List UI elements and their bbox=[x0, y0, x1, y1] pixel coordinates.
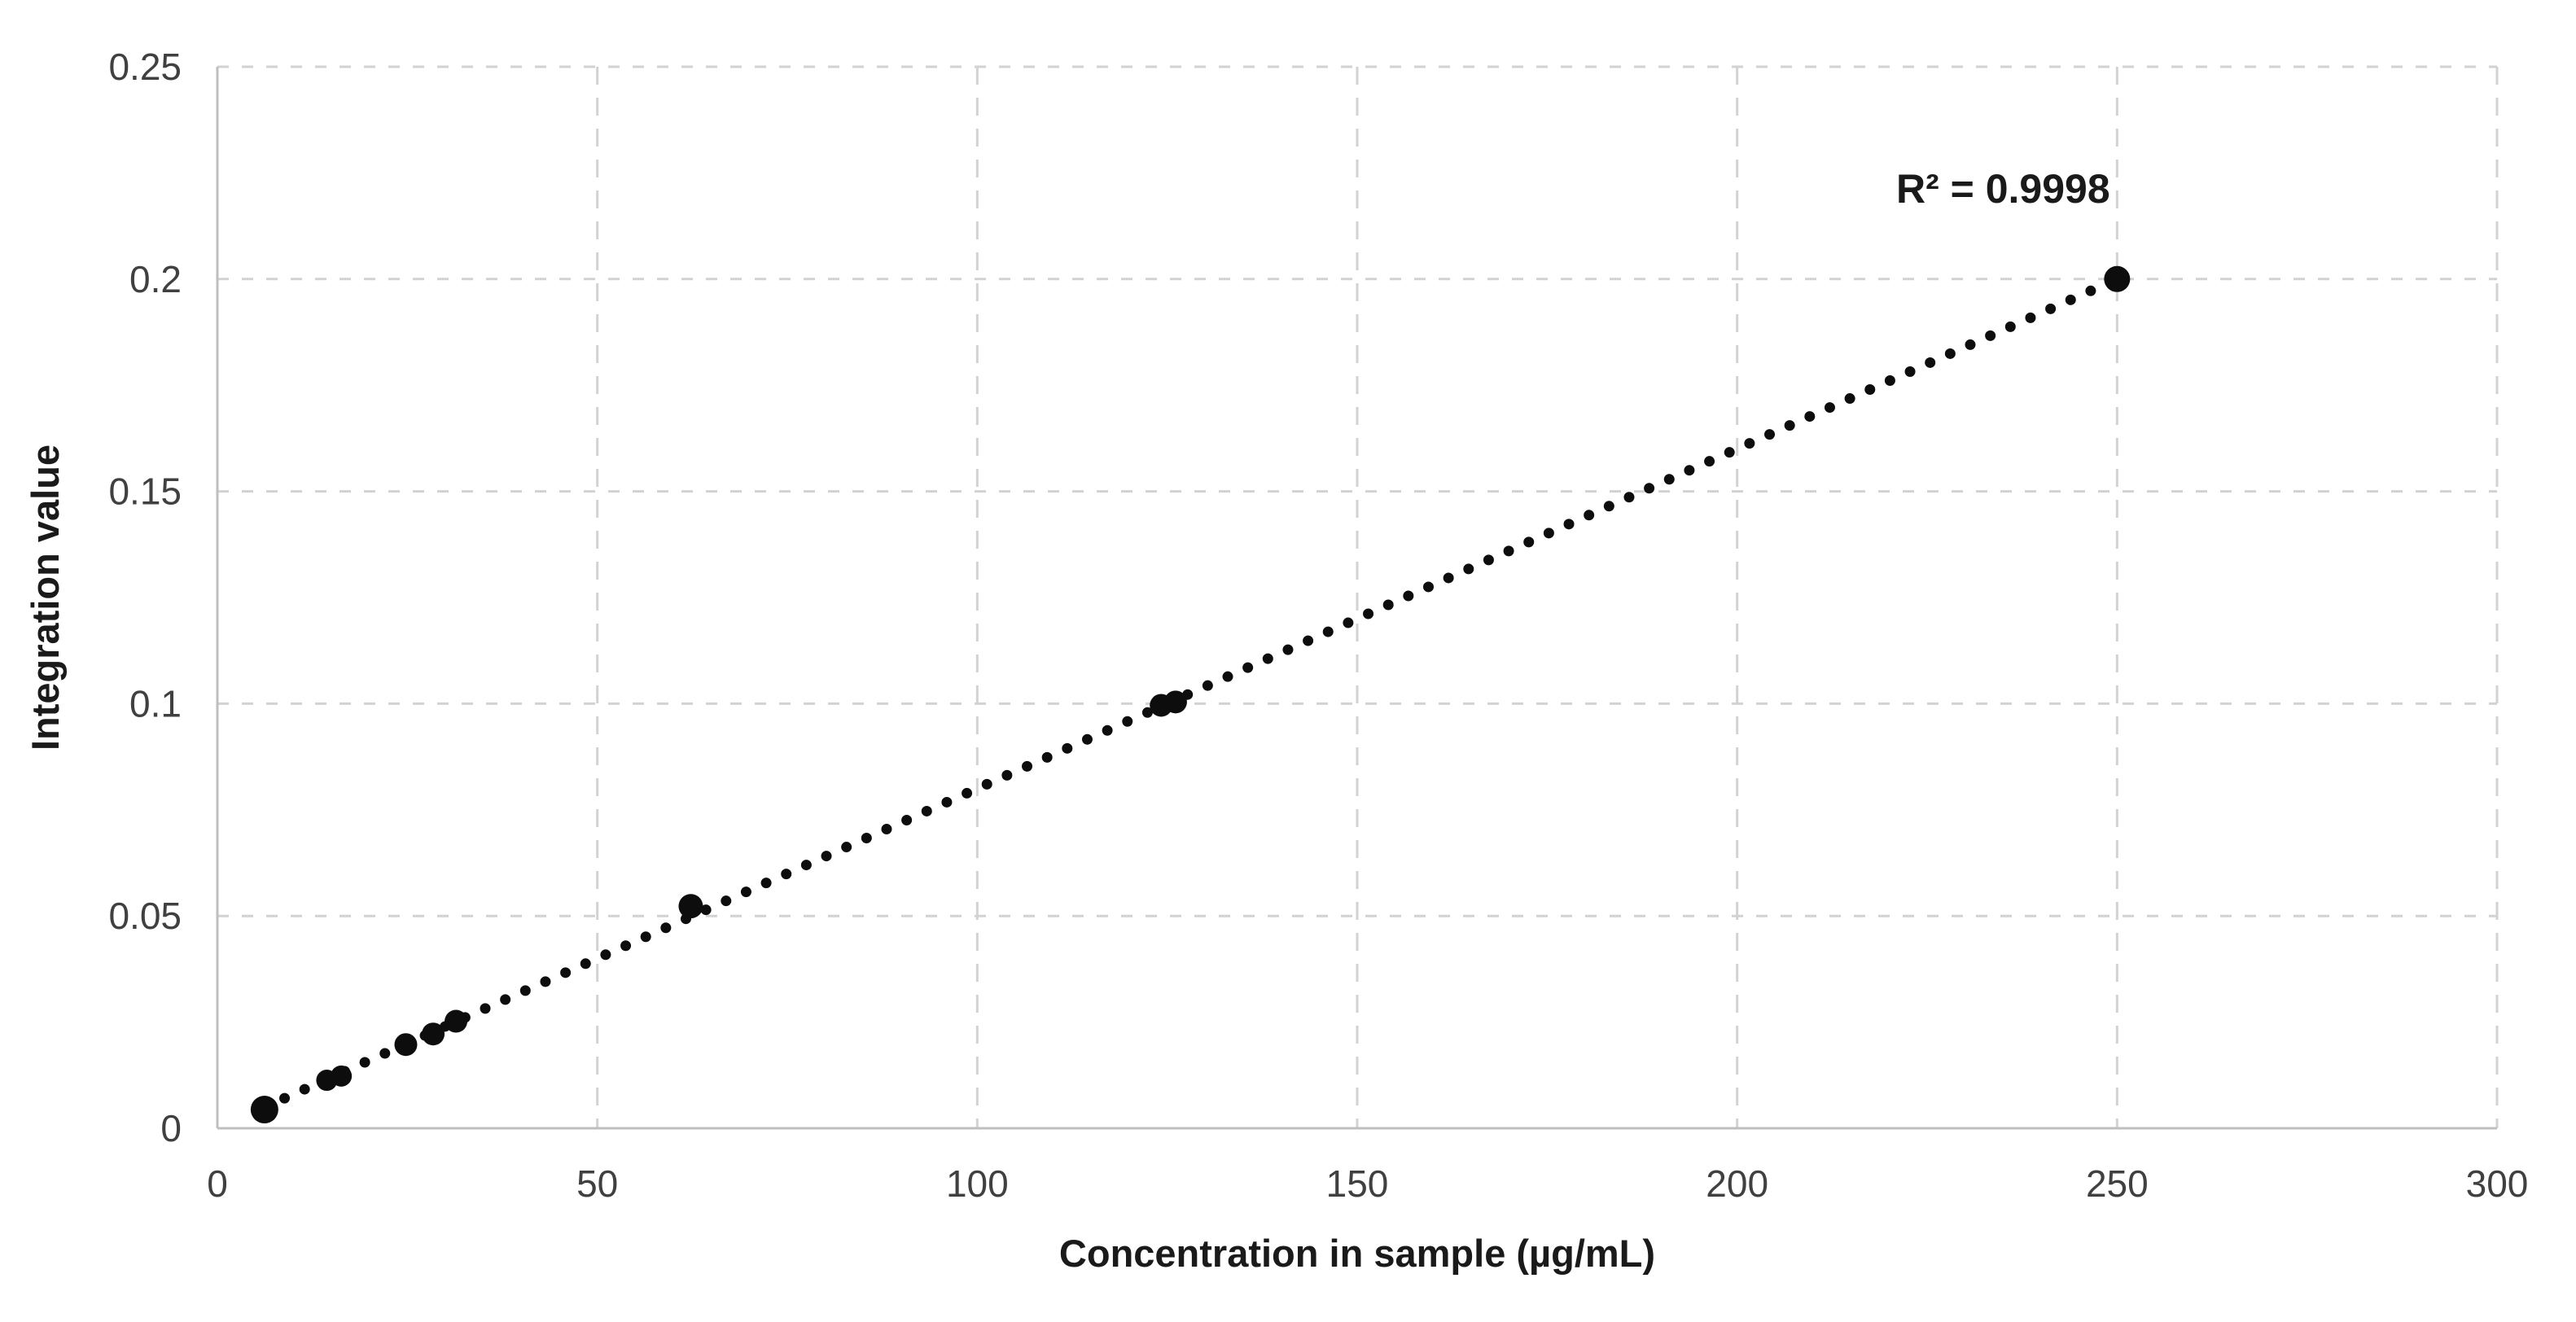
data-point bbox=[1163, 690, 1187, 714]
trendline bbox=[259, 274, 2123, 1113]
y-tick-label: 0.1 bbox=[129, 682, 182, 724]
y-tick-label: 0 bbox=[160, 1107, 182, 1149]
y-tick-label: 0.25 bbox=[108, 46, 182, 88]
data-point bbox=[445, 1009, 468, 1033]
trendline-group bbox=[259, 274, 2123, 1113]
x-tick-label: 0 bbox=[207, 1162, 228, 1205]
data-point bbox=[331, 1065, 353, 1087]
y-tick-label: 0.05 bbox=[108, 895, 182, 937]
gridlines bbox=[217, 65, 2499, 1128]
y-tick-label: 0.15 bbox=[108, 471, 182, 513]
data-point bbox=[2104, 265, 2131, 292]
y-tick-label: 0.2 bbox=[129, 258, 182, 300]
x-tick-label: 300 bbox=[2466, 1162, 2529, 1205]
data-point bbox=[394, 1033, 418, 1057]
y-axis-title: Integration value bbox=[24, 444, 67, 751]
data-points bbox=[250, 265, 2131, 1124]
axes bbox=[216, 67, 2497, 1130]
x-axis-tick-labels: 0 50 100 150 200 250 300 bbox=[207, 1162, 2528, 1205]
data-point bbox=[250, 1096, 278, 1124]
x-tick-label: 150 bbox=[1326, 1162, 1389, 1205]
data-point bbox=[678, 894, 703, 919]
x-tick-label: 250 bbox=[2086, 1162, 2149, 1205]
x-tick-label: 50 bbox=[576, 1162, 618, 1205]
y-axis-tick-labels: 0 0.05 0.1 0.15 0.2 0.25 bbox=[108, 46, 182, 1149]
data-point bbox=[422, 1022, 445, 1046]
r-squared-annotation: R² = 0.9998 bbox=[1896, 166, 2110, 212]
x-tick-label: 200 bbox=[1706, 1162, 1768, 1205]
x-tick-label: 100 bbox=[946, 1162, 1009, 1205]
x-axis-title: Concentration in sample (µg/mL) bbox=[1059, 1232, 1655, 1275]
